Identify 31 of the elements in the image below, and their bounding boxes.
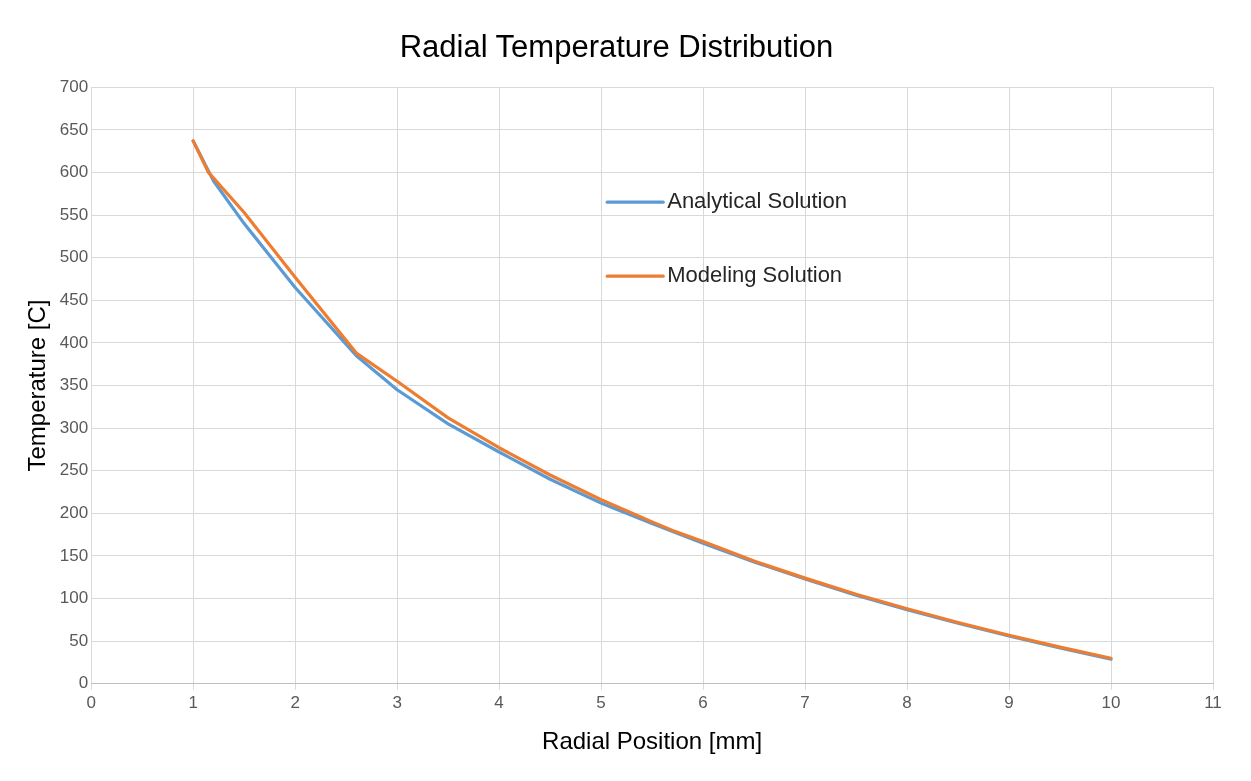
y-tick-label: 450 [59,289,89,309]
y-tick-label: 50 [69,630,89,650]
y-tick-label: 100 [59,588,89,608]
x-tick-label: 4 [494,692,504,712]
chart-title: Radial Temperature Distribution [399,29,834,65]
legend-label: Analytical Solution [667,188,847,214]
y-tick-label: 550 [59,204,89,224]
y-axis-title: Temperature [C] [23,299,51,472]
x-axis-title: Radial Position [mm] [542,727,763,755]
x-tick-label: 3 [392,692,402,712]
y-tick-label: 600 [59,162,89,182]
y-tick-label: 400 [59,332,89,352]
y-tick-label: 650 [59,119,89,139]
x-tick-label: 11 [1204,692,1222,712]
y-tick-label: 500 [59,247,89,267]
y-tick-label: 300 [59,417,89,437]
x-tick-label: 5 [596,692,606,712]
x-tick-label: 9 [1004,692,1014,712]
y-tick-label: 0 [78,673,89,693]
x-tick-label: 7 [800,692,810,712]
y-tick-label: 150 [59,545,89,565]
y-tick-label: 250 [59,460,89,480]
y-tick-label: 700 [59,76,89,96]
x-tick-label: 1 [188,692,198,712]
legend-label: Modeling Solution [667,262,843,288]
x-tick-label: 6 [698,692,708,712]
y-tick-label: 200 [59,503,89,523]
x-tick-label: 8 [902,692,912,712]
x-tick-label: 10 [1101,692,1121,712]
y-tick-label: 350 [59,375,89,395]
x-tick-label: 2 [290,692,300,712]
